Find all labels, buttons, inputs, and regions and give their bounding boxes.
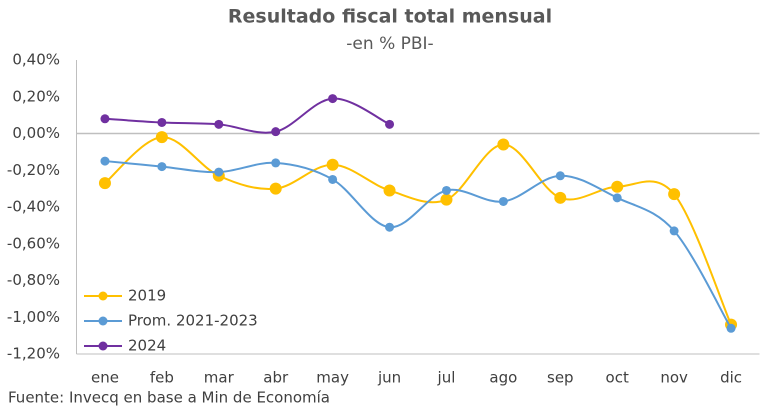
data-point <box>328 94 338 104</box>
chart-subtitle: -en % PBI- <box>346 34 433 54</box>
legend-marker <box>98 291 108 301</box>
data-point <box>440 193 453 206</box>
data-point <box>726 323 736 333</box>
legend-marker <box>98 341 108 351</box>
data-point <box>214 119 224 129</box>
legend-label: Prom. 2021-2023 <box>128 312 258 330</box>
x-tick-label: may <box>316 369 349 387</box>
data-point <box>326 158 339 171</box>
data-point <box>555 171 565 181</box>
x-tick-label: dic <box>720 369 742 387</box>
data-point <box>497 138 510 151</box>
y-tick-label: -1,00% <box>7 308 60 326</box>
data-point <box>668 188 681 201</box>
y-tick-label: -0,80% <box>7 271 60 289</box>
y-tick-label: -0,40% <box>7 198 60 216</box>
data-point <box>271 127 281 137</box>
data-point <box>100 156 110 166</box>
chart-title: Resultado fiscal total mensual <box>228 6 552 28</box>
x-tick-label: feb <box>150 369 174 387</box>
data-point <box>385 222 395 232</box>
data-point <box>383 184 396 197</box>
x-tick-label: sep <box>547 369 574 387</box>
legend-marker <box>98 316 108 326</box>
x-tick-label: abr <box>263 369 289 387</box>
y-tick-label: -0,60% <box>7 234 60 252</box>
data-point <box>157 117 167 127</box>
y-tick-label: 0,00% <box>12 124 60 142</box>
legend-label: 2019 <box>128 287 166 305</box>
x-tick-label: jul <box>437 369 456 387</box>
legend-label: 2024 <box>128 337 166 355</box>
y-tick-label: 0,20% <box>12 87 60 105</box>
data-point <box>612 193 622 203</box>
x-tick-label: oct <box>606 369 629 387</box>
x-tick-label: ene <box>91 369 119 387</box>
source-note: Fuente: Invecq en base a Min de Economía <box>8 389 330 407</box>
data-point <box>441 185 451 195</box>
x-tick-label: jun <box>377 369 401 387</box>
data-point <box>554 191 567 204</box>
series-line <box>104 160 732 329</box>
data-point <box>669 226 679 236</box>
data-point <box>269 182 282 195</box>
data-point <box>328 174 338 184</box>
data-point <box>271 158 281 168</box>
y-tick-label: -1,20% <box>7 345 60 363</box>
x-tick-label: ago <box>489 369 517 387</box>
y-tick-label: -0,20% <box>7 161 60 179</box>
x-tick-label: mar <box>204 369 235 387</box>
series-line <box>104 97 390 134</box>
data-point <box>155 131 168 144</box>
data-point <box>100 114 110 124</box>
data-point <box>214 167 224 177</box>
data-point <box>611 180 624 193</box>
y-tick-label: 0,40% <box>12 51 60 69</box>
data-point <box>157 162 167 172</box>
x-tick-label: nov <box>660 369 688 387</box>
data-point <box>98 177 111 190</box>
data-point <box>498 196 508 206</box>
data-point <box>385 119 395 129</box>
series-line <box>104 136 732 325</box>
